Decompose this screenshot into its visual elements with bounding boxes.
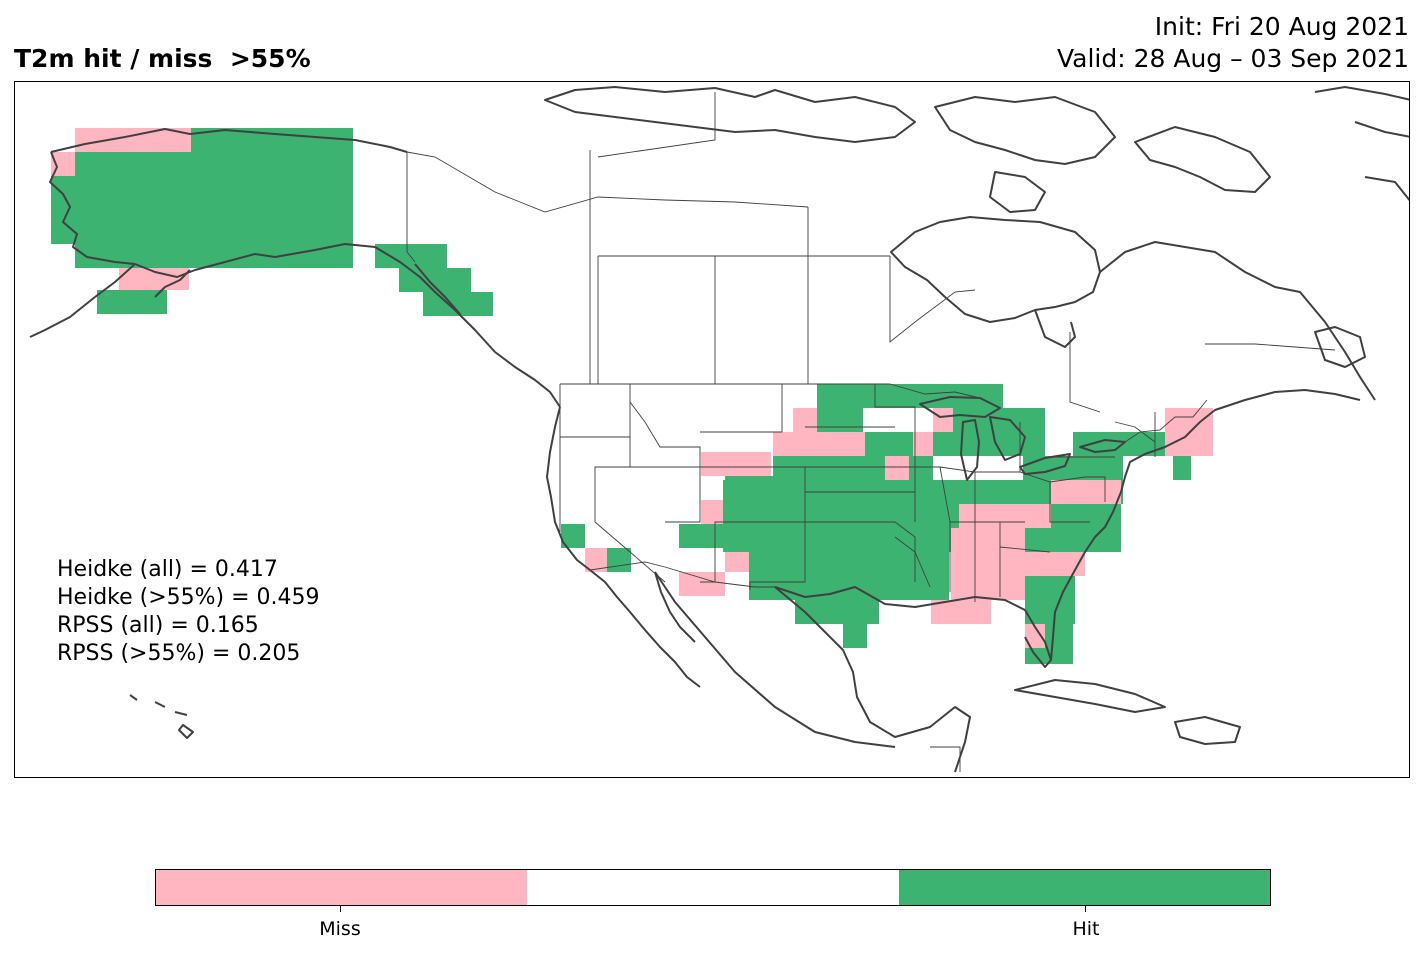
hit-cell <box>701 524 725 548</box>
miss-cell <box>885 456 909 480</box>
map-panel <box>14 81 1410 778</box>
hit-cell <box>909 456 933 480</box>
hit-cell <box>97 290 167 314</box>
miss-cell <box>679 572 725 596</box>
skill-stats: Heidke (all) = 0.417 Heidke (>55%) = 0.4… <box>57 556 320 668</box>
hit-cell <box>1023 408 1045 456</box>
hit-cell <box>51 176 353 218</box>
hit-cell <box>75 244 119 268</box>
hit-cell <box>817 408 863 432</box>
hit-cell <box>191 128 353 152</box>
colorbar-tick-hit <box>1085 906 1086 912</box>
miss-cell <box>1025 624 1045 648</box>
hit-cell <box>1025 528 1085 552</box>
hit-cell <box>1025 576 1075 600</box>
miss-cell <box>75 128 191 152</box>
hit-cell <box>375 244 447 268</box>
hit-cell <box>75 218 353 244</box>
hit-cell <box>819 600 879 624</box>
colorbar-neutral-segment <box>527 870 899 905</box>
miss-cell <box>773 432 865 456</box>
hit-cell <box>749 552 949 600</box>
hit-cell <box>817 384 1003 408</box>
hit-cell <box>843 624 867 648</box>
map-canvas <box>29 86 1409 773</box>
miss-cell <box>959 504 1059 528</box>
miss-cell <box>1025 552 1085 576</box>
miss-cell <box>931 600 991 624</box>
init-date: Init: Fri 20 Aug 2021 <box>1154 12 1409 41</box>
coastlines <box>29 86 1409 773</box>
colorbar <box>155 869 1271 906</box>
hit-cell <box>75 152 353 176</box>
stat-heidke-55: Heidke (>55%) = 0.459 <box>57 585 320 610</box>
miss-cell <box>951 528 975 600</box>
hit-cell <box>795 600 819 624</box>
hit-cell <box>773 456 893 480</box>
miss-cell <box>701 500 725 524</box>
stat-heidke-all: Heidke (all) = 0.417 <box>57 557 278 582</box>
miss-cell <box>933 408 953 432</box>
map-title: T2m hit / miss >55% <box>14 44 311 73</box>
hit-cell <box>1173 456 1191 480</box>
colorbar-miss-segment <box>156 870 528 905</box>
stat-rpss-all: RPSS (all) = 0.165 <box>57 613 259 638</box>
hit-cell <box>607 548 631 572</box>
stat-rpss-55: RPSS (>55%) = 0.205 <box>57 641 301 666</box>
hit-cell <box>723 528 973 552</box>
colorbar-hit-segment <box>898 870 1270 905</box>
miss-cell <box>701 452 771 476</box>
colorbar-label-hit: Hit <box>1072 918 1100 940</box>
valid-period: Valid: 28 Aug – 03 Sep 2021 <box>1056 44 1409 73</box>
miss-cell <box>1051 480 1121 504</box>
colorbar-label-miss: Miss <box>319 918 361 940</box>
colorbar-tick-miss <box>340 906 341 912</box>
borders <box>406 92 1336 772</box>
